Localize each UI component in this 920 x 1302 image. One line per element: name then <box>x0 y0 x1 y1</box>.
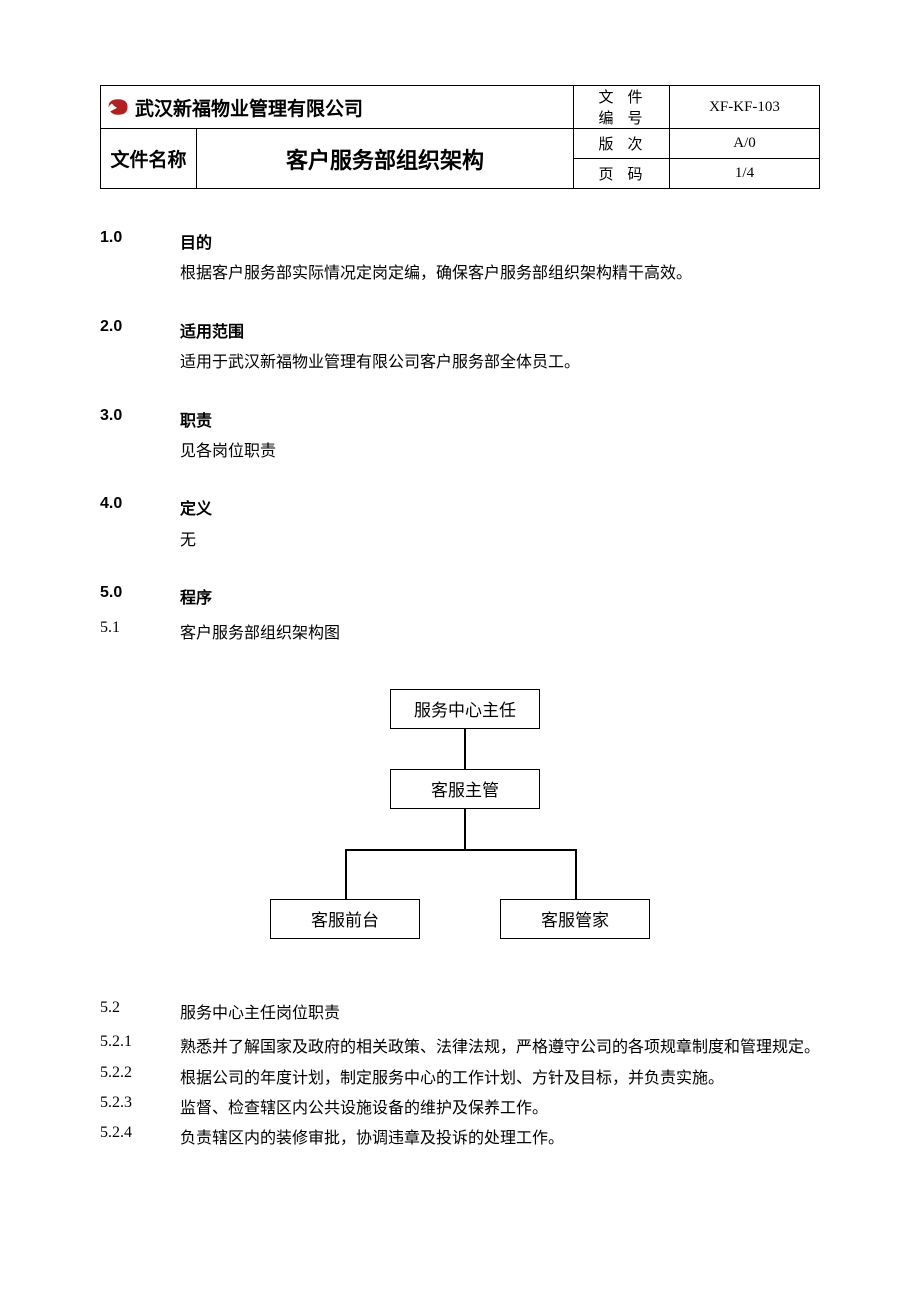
company-cell: 武汉新福物业管理有限公司 <box>101 86 574 129</box>
section-heading: 目的 <box>180 229 820 259</box>
org-connector-line <box>464 729 466 769</box>
org-chart: 服务中心主任客服主管客服前台 客服管家 <box>240 689 680 949</box>
subsection-text: 客户服务部组织架构图 <box>180 619 820 649</box>
org-connector-line <box>345 849 575 851</box>
page-value: 1/4 <box>670 159 820 189</box>
section-heading: 适用范围 <box>180 318 820 348</box>
section-body-text: 适用于武汉新福物业管理有限公司客户服务部全体员工。 <box>180 348 820 378</box>
section-number: 4.0 <box>100 495 180 525</box>
section-heading: 职责 <box>180 407 820 437</box>
subsection-text: 服务中心主任岗位职责 <box>180 999 820 1029</box>
section: 5.0程序 <box>100 584 820 614</box>
item-text: 根据公司的年度计划，制定服务中心的工作计划、方针及目标，并负责实施。 <box>180 1064 820 1094</box>
document-header-table: 武汉新福物业管理有限公司 文件编号 XF-KF-103 文件名称 客户服务部组织… <box>100 85 820 189</box>
version-value: A/0 <box>670 129 820 159</box>
section: 4.0定义无 <box>100 495 820 556</box>
org-node: 客服管家 <box>500 899 650 939</box>
file-name-label: 文件名称 <box>101 129 197 189</box>
item-number: 5.2.2 <box>100 1064 180 1094</box>
org-node: 客服主管 <box>390 769 540 809</box>
doc-no-label: 文件编号 <box>574 86 670 129</box>
section-body-text: 根据客户服务部实际情况定岗定编，确保客户服务部组织架构精干高效。 <box>180 259 820 289</box>
subsection-number: 5.2 <box>100 999 180 1029</box>
section-body-text: 无 <box>180 526 820 556</box>
list-item: 5.2.3监督、检查辖区内公共设施设备的维护及保养工作。 <box>100 1094 820 1124</box>
section-body-text: 见各岗位职责 <box>180 437 820 467</box>
section-heading: 定义 <box>180 495 820 525</box>
item-number: 5.2.1 <box>100 1033 180 1063</box>
item-number: 5.2.3 <box>100 1094 180 1124</box>
subsection-5-2: 5.2 服务中心主任岗位职责 <box>100 999 820 1029</box>
doc-no-value: XF-KF-103 <box>670 86 820 129</box>
item-text: 监督、检查辖区内公共设施设备的维护及保养工作。 <box>180 1094 820 1124</box>
page-label: 页码 <box>574 159 670 189</box>
list-item: 5.2.4负责辖区内的装修审批，协调违章及投诉的处理工作。 <box>100 1124 820 1154</box>
list-item: 5.2.1熟悉并了解国家及政府的相关政策、法律法规，严格遵守公司的各项规章制度和… <box>100 1033 820 1063</box>
company-logo-icon <box>105 96 131 118</box>
org-connector-line <box>464 809 466 849</box>
section-number: 2.0 <box>100 318 180 348</box>
subsection-5-1: 5.1 客户服务部组织架构图 <box>100 619 820 649</box>
section-heading: 程序 <box>180 584 820 614</box>
org-connector-line <box>345 849 347 899</box>
subsection-number: 5.1 <box>100 619 180 649</box>
item-number: 5.2.4 <box>100 1124 180 1154</box>
section-number: 1.0 <box>100 229 180 259</box>
org-connector-line <box>575 849 577 899</box>
section-number: 5.0 <box>100 584 180 614</box>
item-text: 熟悉并了解国家及政府的相关政策、法律法规，严格遵守公司的各项规章制度和管理规定。 <box>180 1033 820 1063</box>
company-name: 武汉新福物业管理有限公司 <box>135 94 363 121</box>
version-label: 版次 <box>574 129 670 159</box>
section: 3.0职责见各岗位职责 <box>100 407 820 468</box>
section-number: 3.0 <box>100 407 180 437</box>
item-text: 负责辖区内的装修审批，协调违章及投诉的处理工作。 <box>180 1124 820 1154</box>
org-node: 服务中心主任 <box>390 689 540 729</box>
org-node: 客服前台 <box>270 899 420 939</box>
section: 1.0目的根据客户服务部实际情况定岗定编，确保客户服务部组织架构精干高效。 <box>100 229 820 290</box>
section: 2.0适用范围适用于武汉新福物业管理有限公司客户服务部全体员工。 <box>100 318 820 379</box>
document-title: 客户服务部组织架构 <box>197 129 574 189</box>
list-item: 5.2.2根据公司的年度计划，制定服务中心的工作计划、方针及目标，并负责实施。 <box>100 1064 820 1094</box>
